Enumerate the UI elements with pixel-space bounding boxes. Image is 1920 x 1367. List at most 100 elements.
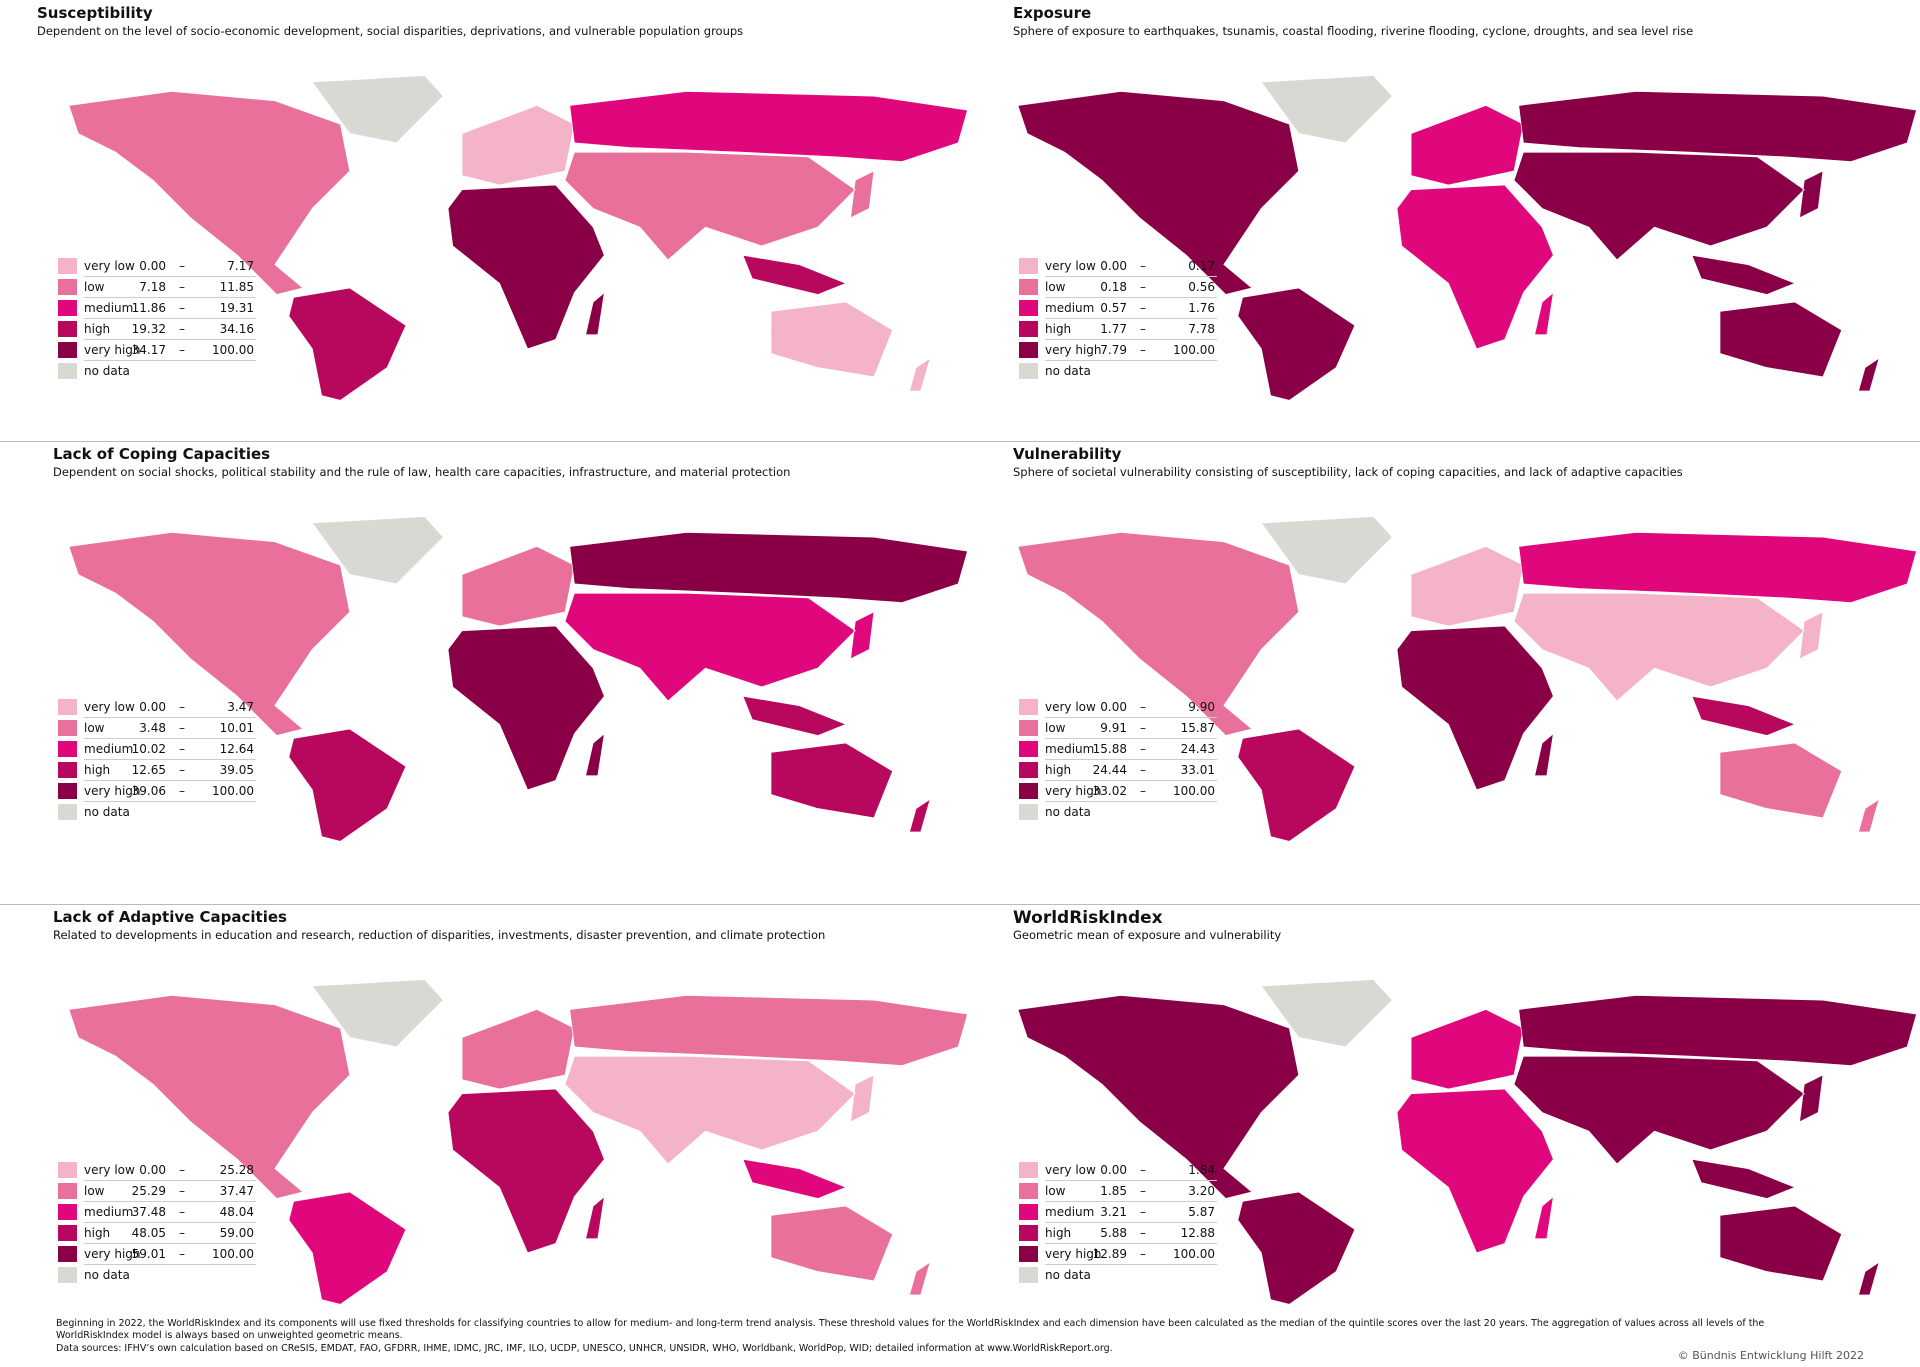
legend-label: high <box>1045 322 1072 336</box>
legend-swatch <box>58 1204 77 1220</box>
legend-separator: – <box>1140 1226 1146 1240</box>
region <box>569 532 968 603</box>
legend-rule <box>1045 360 1217 361</box>
region <box>1410 546 1524 627</box>
region <box>1513 151 1824 261</box>
legend-low: 7.79 <box>1100 343 1127 357</box>
legend-separator: – <box>1140 784 1146 798</box>
legend-low: 12.89 <box>1092 1247 1127 1261</box>
legend-high: 100.00 <box>1173 1247 1215 1261</box>
legend-rule <box>84 276 256 277</box>
legend-separator: – <box>179 322 185 336</box>
legend-high: 25.28 <box>219 1163 254 1177</box>
legend-swatch <box>1019 1267 1038 1283</box>
legend-separator: – <box>1140 1205 1146 1219</box>
legend-high: 1.84 <box>1188 1163 1215 1177</box>
legend-high: 48.04 <box>219 1205 254 1219</box>
region <box>1518 91 1917 162</box>
region <box>564 592 875 702</box>
legend-separator: – <box>179 721 185 735</box>
legend-swatch <box>1019 783 1038 799</box>
legend-rule <box>1045 1243 1217 1244</box>
legend-rule <box>1045 1201 1217 1202</box>
legend-separator: – <box>179 763 185 777</box>
legend-label: medium <box>1045 742 1095 756</box>
copyright: © Bündnis Entwicklung Hilft 2022 <box>1677 1349 1864 1362</box>
legend-separator: – <box>1140 343 1146 357</box>
legend-swatch <box>58 321 77 337</box>
region <box>461 546 575 627</box>
legend-separator: – <box>1140 280 1146 294</box>
region <box>569 995 968 1066</box>
legend-label: very low <box>1045 259 1096 273</box>
legend-high: 12.64 <box>219 742 254 756</box>
legend-label: no data <box>1045 364 1091 378</box>
legend-label: high <box>84 763 111 777</box>
legend-separator: – <box>179 259 185 273</box>
legend-separator: – <box>1140 1184 1146 1198</box>
region <box>447 625 605 791</box>
region <box>1396 184 1554 350</box>
legend-high: 100.00 <box>212 1247 254 1261</box>
legend-label: high <box>1045 1226 1072 1240</box>
legend-low: 0.00 <box>139 259 166 273</box>
legend-swatch <box>58 1246 77 1262</box>
legend-label: high <box>84 322 111 336</box>
region <box>1691 254 1796 295</box>
legend-low: 33.02 <box>1092 784 1127 798</box>
legend-separator: – <box>1140 721 1146 735</box>
legend-label: high <box>84 1226 111 1240</box>
legend-separator: – <box>179 1247 185 1261</box>
legend-rule <box>1045 738 1217 739</box>
legend-low: 59.01 <box>131 1247 166 1261</box>
divider <box>0 904 1920 905</box>
legend-high: 7.17 <box>227 259 254 273</box>
legend-rule <box>84 318 256 319</box>
legend-separator: – <box>179 784 185 798</box>
legend-label: low <box>84 280 105 294</box>
legend-swatch <box>1019 720 1038 736</box>
legend-rule <box>84 1243 256 1244</box>
legend-swatch <box>1019 1162 1038 1178</box>
world-map <box>68 979 968 1305</box>
legend-swatch <box>1019 300 1038 316</box>
legend-swatch <box>58 258 77 274</box>
legend-label: low <box>84 721 105 735</box>
legend-high: 100.00 <box>212 784 254 798</box>
legend-high: 37.47 <box>219 1184 254 1198</box>
legend-low: 5.88 <box>1100 1226 1127 1240</box>
legend-swatch <box>1019 321 1038 337</box>
region <box>742 254 847 295</box>
legend-rule <box>84 1201 256 1202</box>
legend-swatch <box>1019 1183 1038 1199</box>
legend-label: low <box>1045 721 1066 735</box>
legend-swatch <box>58 1267 77 1283</box>
legend-separator: – <box>179 742 185 756</box>
region <box>770 1205 931 1296</box>
legend-separator: – <box>179 1226 185 1240</box>
panel-title: Lack of Coping Capacities <box>53 445 271 463</box>
region <box>742 1158 847 1199</box>
legend-label: medium <box>84 1205 134 1219</box>
legend-low: 9.91 <box>1100 721 1127 735</box>
legend-low: 1.85 <box>1100 1184 1127 1198</box>
legend-high: 33.01 <box>1180 763 1215 777</box>
panel-title: Exposure <box>1013 4 1092 22</box>
legend-rule <box>1045 717 1217 718</box>
panel-subtitle: Dependent on the level of socio-economic… <box>37 24 744 38</box>
region <box>564 151 875 261</box>
legend-rule <box>84 738 256 739</box>
region <box>742 695 847 736</box>
legend-high: 0.17 <box>1188 259 1215 273</box>
region <box>1237 287 1356 401</box>
region <box>564 1055 875 1165</box>
legend-label: very low <box>84 700 135 714</box>
legend-rule <box>84 360 256 361</box>
legend-swatch <box>58 1162 77 1178</box>
legend-rule <box>84 759 256 760</box>
legend-low: 12.65 <box>131 763 166 777</box>
legend-swatch <box>1019 342 1038 358</box>
world-map <box>68 75 968 401</box>
legend-label: low <box>1045 1184 1066 1198</box>
legend-low: 0.00 <box>1100 1163 1127 1177</box>
